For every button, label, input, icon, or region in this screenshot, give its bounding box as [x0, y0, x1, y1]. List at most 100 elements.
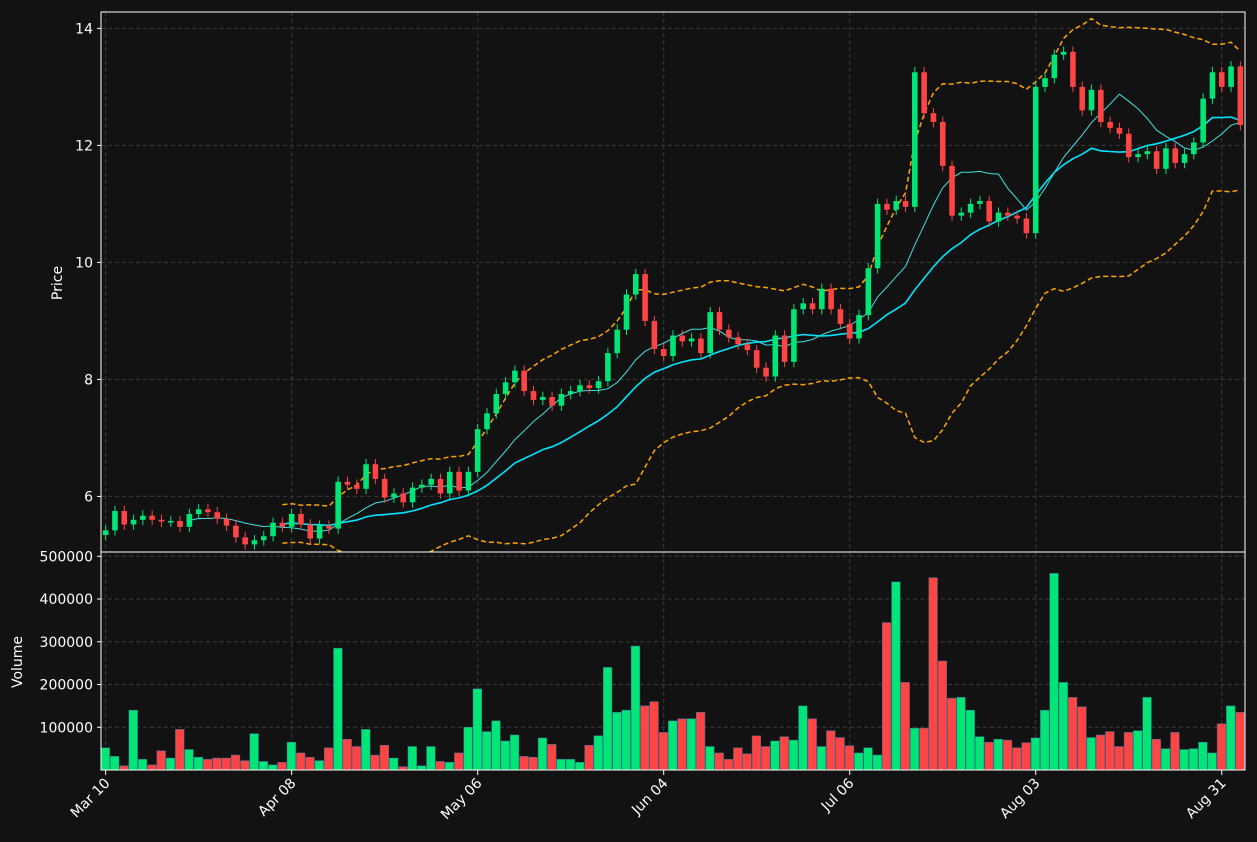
candle-body: [884, 203, 890, 210]
volume-bar: [826, 730, 836, 771]
candle-body: [1218, 72, 1225, 87]
candle-body: [381, 478, 388, 498]
candle-body: [251, 540, 258, 545]
candle-body: [846, 323, 853, 339]
volume-bar: [1086, 737, 1096, 771]
volume-bar: [882, 622, 892, 771]
candle-body: [465, 471, 472, 491]
candle-body: [651, 320, 658, 349]
volume-bar: [984, 741, 994, 771]
volume-bar: [407, 746, 417, 771]
candle-body: [512, 370, 518, 383]
volume-bar: [1151, 738, 1161, 771]
candle-body: [1200, 98, 1206, 143]
volume-bar: [1012, 747, 1022, 771]
price-grid: [101, 12, 1245, 552]
volume-tick-label: 100000: [40, 720, 93, 736]
candle-body: [344, 481, 351, 485]
candle-body: [298, 513, 304, 525]
volume-bar: [1058, 682, 1068, 771]
volume-bar: [230, 754, 241, 771]
candle-body: [605, 353, 611, 382]
candle-body: [353, 484, 360, 489]
volume-bar: [184, 749, 194, 771]
candle-body: [633, 274, 639, 295]
candle-body: [446, 471, 453, 494]
volume-tick-label: 400000: [40, 592, 93, 608]
volume-bar: [165, 757, 176, 771]
volume-bar: [128, 709, 138, 771]
candle-body: [1051, 54, 1058, 79]
volume-bar: [1105, 731, 1115, 771]
volume-bar: [268, 764, 278, 771]
volume-bar: [277, 762, 287, 771]
candle-body: [744, 344, 751, 351]
volume-bar: [751, 735, 762, 771]
candle-body: [735, 337, 741, 345]
candle-body: [363, 464, 369, 489]
candle-body: [112, 511, 118, 531]
volume-bar: [696, 712, 706, 771]
volume-bar: [333, 647, 343, 771]
volume-bar: [677, 718, 687, 771]
candle-body: [958, 212, 965, 216]
volume-bar: [1235, 712, 1245, 771]
candle-body: [419, 484, 425, 488]
candle-body: [474, 429, 481, 472]
volume-bar: [1095, 734, 1106, 771]
volume-bar: [1077, 706, 1087, 771]
volume-bar: [156, 750, 166, 771]
volume-bar: [798, 705, 808, 771]
candle-body: [214, 512, 221, 519]
volume-bar: [212, 757, 222, 771]
volume-bar: [640, 705, 650, 771]
volume-bar: [389, 757, 399, 771]
volume-bar: [1040, 709, 1050, 771]
candle-body: [102, 530, 109, 536]
volume-bar: [1179, 749, 1189, 771]
candle-body: [1135, 154, 1141, 158]
volume-bar: [519, 756, 529, 771]
candle-body: [1228, 66, 1234, 87]
price-tick-label: 12: [75, 138, 93, 154]
candle-body: [586, 385, 593, 389]
volume-bar: [872, 754, 882, 771]
volume-bar: [472, 688, 482, 771]
price-axis-label: Price: [50, 266, 66, 300]
candle-body: [326, 525, 332, 529]
candle-body: [140, 515, 146, 520]
candle-body: [521, 370, 527, 392]
volume-bar: [110, 756, 120, 771]
candle-body: [902, 200, 909, 207]
volume-bar: [584, 744, 594, 771]
candle-body: [167, 520, 174, 523]
volume-bar: [509, 734, 520, 771]
candle-body: [865, 268, 872, 316]
candle-body: [409, 487, 416, 503]
candle-body: [567, 391, 574, 395]
candle-body: [456, 471, 462, 491]
candle-body: [819, 288, 825, 310]
candle-body: [753, 350, 760, 368]
volume-bar: [147, 764, 157, 771]
candle-body: [1153, 151, 1160, 169]
volume-bar: [351, 746, 362, 771]
volume-bar: [733, 747, 743, 771]
moving-averages: [189, 93, 1241, 532]
volume-bar: [100, 747, 110, 771]
volume-bar: [1030, 737, 1041, 771]
volume-axis-ticks: 100000 200000 300000 400000 500000: [40, 549, 101, 736]
candle-body: [1070, 51, 1076, 87]
volume-bar: [1002, 739, 1013, 771]
volume-bar: [1207, 752, 1217, 771]
candle-body: [1125, 133, 1132, 158]
candle-body: [986, 200, 993, 222]
candle-body: [1079, 86, 1086, 111]
candle-body: [158, 519, 165, 522]
volume-bar: [342, 738, 352, 771]
candle-body: [800, 303, 807, 310]
candle-body: [1172, 148, 1179, 163]
volume-bar: [1188, 748, 1199, 771]
